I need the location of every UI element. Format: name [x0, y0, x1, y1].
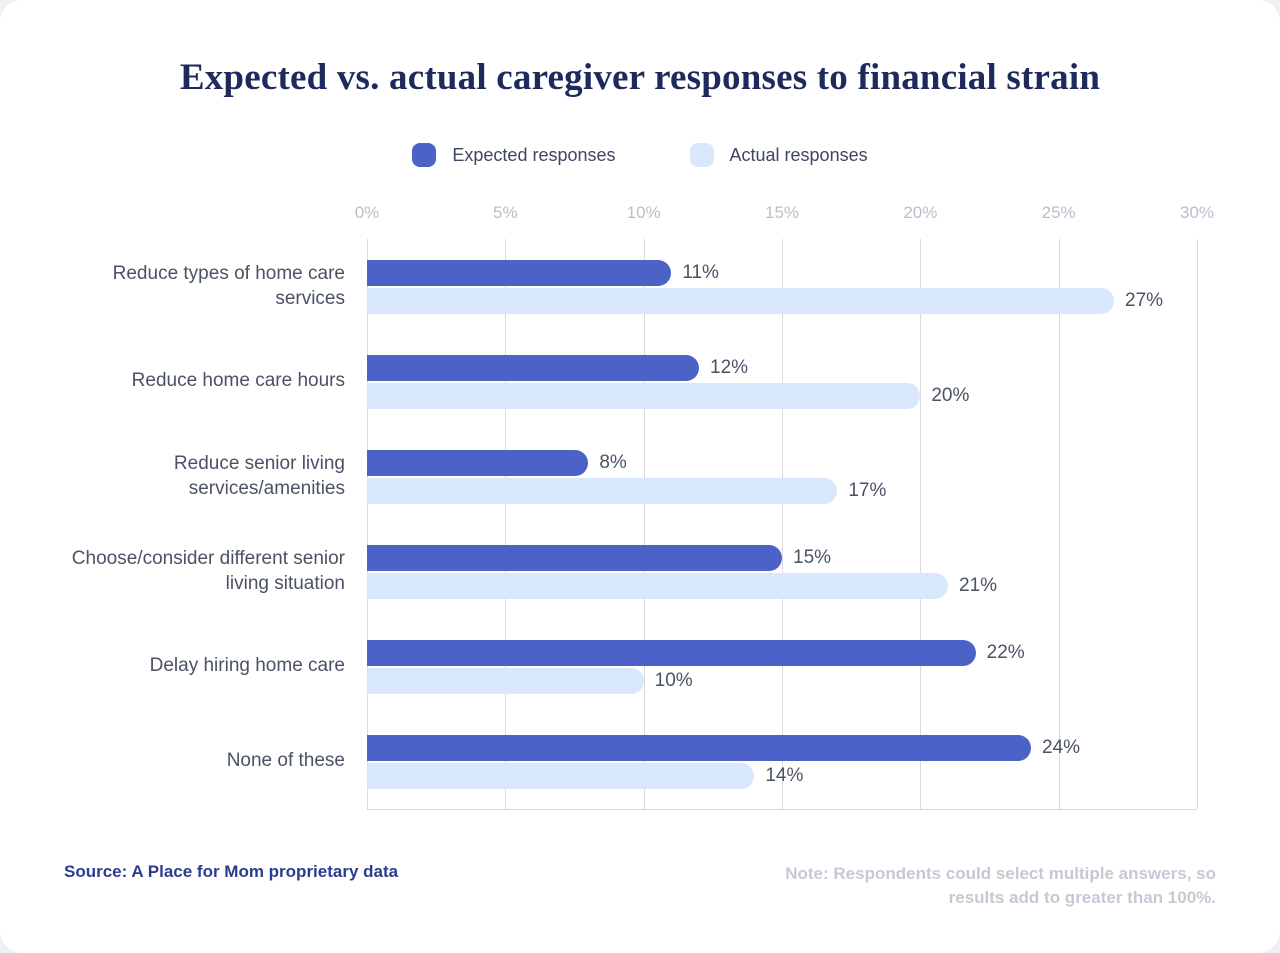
expected-barline: 15%: [367, 544, 1197, 571]
expected-bar: [367, 544, 782, 571]
plot-area: 11% 27% 12% 20% 8% 17% 15% 21% 22% 10% 24% 14%: [367, 239, 1198, 810]
value-label: 27%: [1125, 289, 1164, 311]
category-label: Reduce senior living services/amenities: [173, 453, 345, 499]
methodology-note: Note: Respondents could select multiple …: [785, 864, 1216, 907]
bar-row: 22% 10%: [367, 619, 1197, 714]
bar-row: 24% 14%: [367, 714, 1197, 809]
value-label: 17%: [848, 479, 887, 501]
source-note: Source: A Place for Mom proprietary data: [64, 862, 399, 881]
axis-ticks: 0% 5% 10% 15% 20% 25% 30%: [355, 203, 1214, 225]
expected-bar: [367, 354, 699, 381]
value-label: 24%: [1042, 736, 1081, 758]
actual-barline: 17%: [367, 477, 1197, 504]
gridline: [782, 239, 783, 809]
axis-tick: 10%: [626, 203, 661, 222]
actual-bar: [367, 287, 1114, 314]
legend-item-actual: Actual responses: [689, 143, 868, 167]
bar-row: 12% 20%: [367, 334, 1197, 429]
value-label: 10%: [654, 669, 693, 691]
category-label: Reduce home care hours: [131, 370, 345, 392]
legend: Expected responses Actual responses: [0, 143, 1280, 167]
gridline: [1197, 239, 1198, 809]
bar-row: 8% 17%: [367, 429, 1197, 524]
expected-barline: 11%: [367, 259, 1197, 286]
actual-bar: [367, 572, 948, 599]
legend-label-actual: Actual responses: [729, 144, 868, 165]
category-label: Delay hiring home care: [149, 655, 345, 677]
gridline: [367, 239, 368, 809]
expected-swatch-icon: [412, 143, 437, 167]
axis-tick: 25%: [1041, 203, 1076, 222]
value-label: 8%: [599, 451, 627, 473]
actual-bar: [367, 382, 921, 409]
expected-bar: [367, 639, 976, 666]
value-label: 21%: [959, 574, 998, 596]
expected-bar: [367, 449, 589, 476]
legend-item-expected: Expected responses: [412, 143, 616, 167]
chart-title: Expected vs. actual caregiver responses …: [179, 57, 1101, 98]
actual-barline: 20%: [367, 382, 1197, 409]
category-label: Choose/consider different senior living …: [71, 548, 345, 594]
bar-chart: 0% 5% 10% 15% 20% 25% 30% Reduce types of home…: [64, 203, 1214, 810]
axis-tick: 30%: [1179, 203, 1215, 222]
bar-row: 11% 27%: [367, 239, 1197, 334]
axis-tick: 5%: [493, 203, 518, 222]
value-label: 15%: [793, 546, 832, 568]
value-label: 22%: [986, 641, 1025, 663]
axis-tick: 0%: [354, 203, 380, 222]
category-labels: Reduce types of home care services Reduce…: [64, 239, 367, 810]
expected-barline: 12%: [367, 354, 1197, 381]
expected-bar: [367, 259, 672, 286]
legend-label-expected: Expected responses: [452, 144, 616, 165]
expected-barline: 22%: [367, 639, 1197, 666]
gridline: [1058, 239, 1060, 809]
expected-barline: 8%: [367, 449, 1197, 476]
actual-swatch-icon: [689, 143, 714, 167]
actual-barline: 10%: [367, 667, 1197, 694]
actual-bar: [367, 477, 838, 504]
actual-bar: [367, 762, 755, 789]
gridline: [920, 239, 922, 809]
value-label: 20%: [931, 384, 970, 406]
bar-row: 15% 21%: [367, 524, 1197, 619]
gridline: [643, 239, 645, 809]
category-label: Reduce types of home care services: [112, 263, 345, 309]
actual-bar: [367, 667, 644, 694]
expected-bar: [367, 734, 1031, 761]
value-label: 12%: [710, 356, 749, 378]
axis-tick: 15%: [764, 203, 800, 222]
expected-barline: 24%: [367, 734, 1197, 761]
actual-barline: 14%: [367, 762, 1197, 789]
gridline: [505, 239, 507, 809]
footer: Source: A Place for Mom proprietary data…: [64, 862, 1216, 910]
axis-tick: 20%: [903, 203, 938, 222]
value-label: 11%: [682, 261, 719, 283]
value-label: 14%: [765, 764, 804, 786]
actual-barline: 21%: [367, 572, 1197, 599]
chart-body: Reduce types of home care services Reduce…: [64, 239, 1198, 810]
actual-barline: 27%: [367, 287, 1197, 314]
category-label: None of these: [226, 750, 345, 772]
